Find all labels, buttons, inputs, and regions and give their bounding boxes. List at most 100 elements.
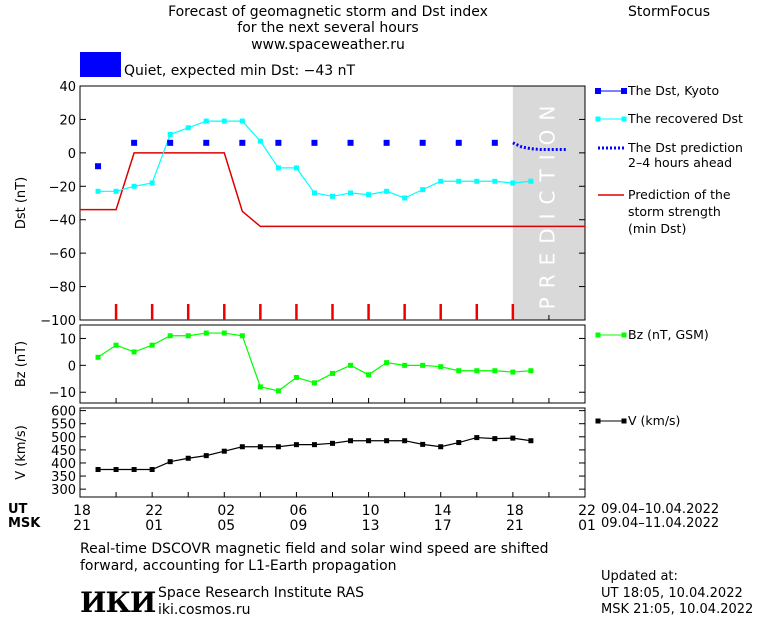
kyoto-dst-point bbox=[167, 139, 174, 146]
recovered-dst-point bbox=[330, 193, 335, 199]
bz-point bbox=[474, 368, 480, 374]
dst-ytick-label: −20 bbox=[49, 180, 76, 195]
dst-ytick-label: −100 bbox=[40, 314, 76, 329]
v-ytick-label: 550 bbox=[51, 418, 76, 433]
legend-recovered-marker bbox=[621, 116, 627, 122]
bz-ytick-label: 10 bbox=[59, 332, 76, 347]
dst-ytick-label: −60 bbox=[49, 247, 76, 262]
bz-ytick-label: 0 bbox=[68, 359, 76, 374]
recovered-dst-point bbox=[474, 178, 480, 184]
v-point bbox=[510, 435, 516, 441]
institute-name: Space Research Institute RAS bbox=[158, 585, 364, 601]
legend-kyoto-marker bbox=[595, 88, 601, 94]
v-point bbox=[456, 440, 462, 446]
bz-point bbox=[510, 369, 516, 375]
v-point bbox=[366, 438, 372, 444]
dst-ytick-label: −80 bbox=[49, 281, 76, 296]
msk-tick-label: 21 bbox=[506, 518, 524, 534]
msk-tick-label: 01 bbox=[145, 518, 163, 534]
legend-kyoto-marker bbox=[621, 88, 627, 94]
chart-title-line2: for the next several hours bbox=[237, 20, 419, 36]
v-point bbox=[95, 467, 101, 473]
recovered-dst-point bbox=[185, 125, 191, 131]
dst-ytick-label: 40 bbox=[59, 80, 76, 95]
recovered-dst-point bbox=[239, 118, 245, 124]
recovered-dst-point bbox=[420, 187, 426, 193]
bz-point bbox=[95, 354, 101, 360]
legend-bz-marker bbox=[621, 332, 627, 338]
dst-prediction-line bbox=[512, 141, 567, 152]
v-point bbox=[167, 459, 173, 465]
prediction-shaded-region bbox=[512, 86, 585, 320]
legend-v-marker bbox=[595, 418, 601, 424]
recovered-dst-point bbox=[221, 118, 227, 124]
bz-point bbox=[492, 368, 498, 374]
recovered-dst-point bbox=[167, 131, 173, 137]
msk-tick-label: 01 bbox=[578, 518, 596, 534]
legend-dst-prediction-line2: 2–4 hours ahead bbox=[628, 155, 733, 170]
bz-point bbox=[293, 374, 299, 380]
institute-website[interactable]: iki.cosmos.ru bbox=[158, 602, 251, 618]
v-point bbox=[185, 455, 191, 461]
msk-tick-label: 05 bbox=[217, 518, 235, 534]
ut-tick-label: 22 bbox=[578, 503, 596, 519]
v-ylabel: V (km/s) bbox=[14, 425, 29, 480]
legend-storm-line1: Prediction of the bbox=[628, 187, 731, 202]
ut-tick-label: 18 bbox=[73, 503, 91, 519]
recovered-dst-point bbox=[402, 195, 408, 201]
bz-point bbox=[239, 333, 245, 339]
bz-point bbox=[348, 362, 354, 368]
v-point bbox=[221, 448, 227, 454]
recovered-dst-line bbox=[98, 120, 531, 199]
bz-point bbox=[330, 370, 335, 376]
kyoto-dst-point bbox=[203, 139, 210, 146]
ut-date-range: 09.04–10.04.2022 bbox=[601, 502, 720, 517]
ut-tick-label: 18 bbox=[506, 503, 524, 519]
recovered-dst-point bbox=[203, 118, 209, 124]
recovered-dst-point bbox=[131, 183, 137, 189]
recovered-dst-point bbox=[366, 192, 372, 198]
bz-point bbox=[113, 342, 119, 348]
v-point bbox=[239, 444, 245, 450]
v-point bbox=[348, 438, 354, 444]
legend-v: V (km/s) bbox=[628, 413, 681, 428]
bz-point bbox=[275, 388, 281, 394]
kyoto-dst-point bbox=[275, 139, 282, 146]
v-ytick-label: 300 bbox=[51, 483, 76, 498]
recovered-dst-point bbox=[348, 190, 354, 196]
v-point bbox=[311, 442, 317, 448]
recovered-dst-point bbox=[456, 178, 462, 184]
v-point bbox=[293, 442, 299, 448]
ut-tick-label: 22 bbox=[145, 503, 163, 519]
recovered-dst-point bbox=[95, 188, 101, 194]
v-ytick-label: 600 bbox=[51, 405, 76, 420]
ut-tick-label: 02 bbox=[217, 503, 235, 519]
legend-bz: Bz (nT, GSM) bbox=[628, 327, 709, 342]
kyoto-dst-point bbox=[383, 139, 390, 146]
v-point bbox=[131, 467, 137, 473]
v-point bbox=[420, 441, 426, 447]
dst-ylabel: Dst (nT) bbox=[14, 177, 29, 229]
legend-storm-line2: storm strength bbox=[628, 204, 721, 219]
ut-tick-label: 06 bbox=[290, 503, 308, 519]
msk-date-range: 09.04–11.04.2022 bbox=[601, 516, 720, 531]
recovered-dst-point bbox=[311, 190, 317, 196]
bz-point bbox=[366, 372, 372, 378]
v-point bbox=[402, 438, 408, 444]
v-point bbox=[438, 444, 444, 450]
recovered-dst-point bbox=[293, 165, 299, 171]
msk-axis-label: MSK bbox=[8, 516, 41, 531]
bz-point bbox=[456, 368, 462, 374]
bz-ylabel: Bz (nT) bbox=[14, 341, 29, 387]
recovered-dst-point bbox=[257, 138, 263, 144]
legend-dst-kyoto: The Dst, Kyoto bbox=[628, 83, 720, 98]
recovered-dst-point bbox=[438, 178, 444, 184]
source-url: www.spaceweather.ru bbox=[251, 37, 405, 53]
brand-name: StormFocus bbox=[628, 4, 711, 20]
ut-tick-label: 10 bbox=[362, 503, 380, 519]
kyoto-dst-point bbox=[131, 139, 138, 146]
v-ytick-label: 500 bbox=[51, 431, 76, 446]
updated-label: Updated at: bbox=[601, 569, 678, 584]
kyoto-dst-point bbox=[347, 139, 354, 146]
legend-bz-marker bbox=[595, 332, 601, 338]
